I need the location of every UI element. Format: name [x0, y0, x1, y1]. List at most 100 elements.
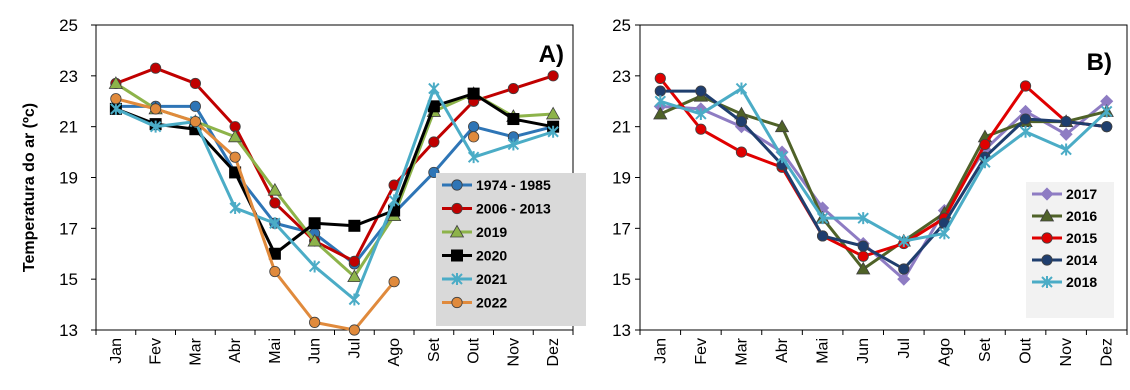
legend-label: 2019 [476, 224, 507, 240]
y-tick-label: 25 [612, 16, 631, 35]
data-point [189, 77, 201, 90]
legend-label: 2015 [1066, 230, 1097, 246]
x-tick-label: Abr [227, 337, 244, 363]
data-point [229, 202, 241, 214]
series-line [115, 97, 396, 332]
data-point [938, 227, 951, 240]
legend-marker [1041, 254, 1053, 266]
data-point [979, 156, 991, 169]
data-point [507, 138, 520, 151]
legend-box [1026, 182, 1114, 318]
data-point [189, 115, 201, 128]
y-tick-label: 19 [59, 169, 78, 188]
legend-marker [1039, 208, 1055, 222]
x-tick-label: Ago [386, 338, 403, 367]
data-point [897, 272, 911, 286]
x-tick-label: Out [466, 337, 483, 363]
data-point [857, 240, 869, 252]
data-point [547, 125, 559, 138]
data-point [467, 87, 480, 100]
legend-marker [1041, 276, 1053, 288]
x-tick-label: Set [977, 337, 994, 362]
legend-marker [1041, 232, 1053, 244]
x-tick-label: Mai [267, 338, 284, 364]
data-point [547, 70, 559, 82]
legend-marker [451, 202, 463, 215]
data-point [428, 136, 440, 148]
series-line [115, 104, 554, 266]
x-tick-label: Jun [307, 338, 324, 364]
data-point [979, 138, 991, 151]
data-point [110, 102, 122, 115]
x-tick-label: Dez [1099, 338, 1116, 366]
data-point [348, 219, 361, 232]
legend-marker [449, 224, 465, 238]
series-line [115, 87, 554, 301]
data-point [654, 85, 666, 97]
data-point [735, 115, 748, 128]
data-point [227, 129, 243, 143]
data-point [388, 194, 400, 207]
data-point [150, 62, 162, 74]
x-tick-label: Jun [855, 338, 872, 364]
legend-label: 2016 [1066, 208, 1097, 224]
x-tick-label: Dez [545, 338, 562, 366]
series-line [659, 77, 1107, 258]
x-tick-label: Mai [815, 338, 832, 364]
data-point [150, 103, 162, 115]
data-point [308, 260, 321, 273]
data-point [857, 212, 869, 225]
data-point [347, 269, 362, 283]
data-point [695, 107, 707, 120]
data-point [468, 121, 480, 133]
panel-label: B) [1087, 49, 1112, 76]
y-tick-label: 17 [59, 219, 78, 238]
data-point [816, 212, 829, 225]
data-point [1060, 115, 1072, 128]
y-axis-label: Temperatura do ar (ºc) [21, 103, 38, 272]
data-point [817, 230, 829, 242]
data-point [695, 85, 707, 97]
data-point [857, 250, 869, 262]
legend: 2017 2016 2015 2014 2018 [1026, 182, 1114, 318]
data-point [856, 261, 871, 275]
x-tick-label: Ago [936, 338, 953, 367]
data-point [467, 151, 480, 164]
data-point [468, 131, 480, 143]
legend: 1974 - 1985 2006 - 2013 2019 2020 2021 2022 [436, 173, 586, 326]
series-line [115, 92, 554, 256]
data-point [267, 182, 283, 196]
data-point [653, 106, 668, 120]
x-tick-label: Abr [774, 337, 791, 363]
data-point [348, 255, 360, 267]
y-tick-label: 15 [59, 270, 78, 289]
y-tick-label: 19 [612, 169, 631, 188]
y-tick-label: 13 [612, 321, 631, 340]
data-point [269, 217, 281, 230]
y-tick-label: 23 [612, 67, 631, 86]
series-line [659, 87, 1108, 243]
chart-panel-a: 13 15 17 19 21 23 25 Jan Fev Mar Abr Mai Jun Jul Ago Se… [21, 16, 586, 366]
legend-marker [1040, 187, 1054, 201]
data-point [269, 197, 281, 209]
data-point [1019, 80, 1032, 92]
data-point [507, 113, 520, 126]
data-point [388, 276, 400, 288]
x-tick-label: Set [426, 337, 443, 362]
legend-label: 2021 [476, 271, 507, 287]
data-point [308, 217, 321, 230]
x-tick-label: Nov [1058, 338, 1075, 366]
data-point [189, 100, 201, 112]
x-tick-label: Nov [505, 338, 522, 366]
data-point [348, 324, 360, 336]
data-point [776, 151, 788, 164]
x-tick-label: Mar [187, 337, 204, 365]
legend-label: 2022 [476, 295, 507, 311]
data-point [654, 72, 666, 84]
data-point [149, 120, 162, 133]
data-point [774, 119, 790, 133]
y-tick-label: 13 [59, 321, 78, 340]
data-point [428, 82, 440, 95]
